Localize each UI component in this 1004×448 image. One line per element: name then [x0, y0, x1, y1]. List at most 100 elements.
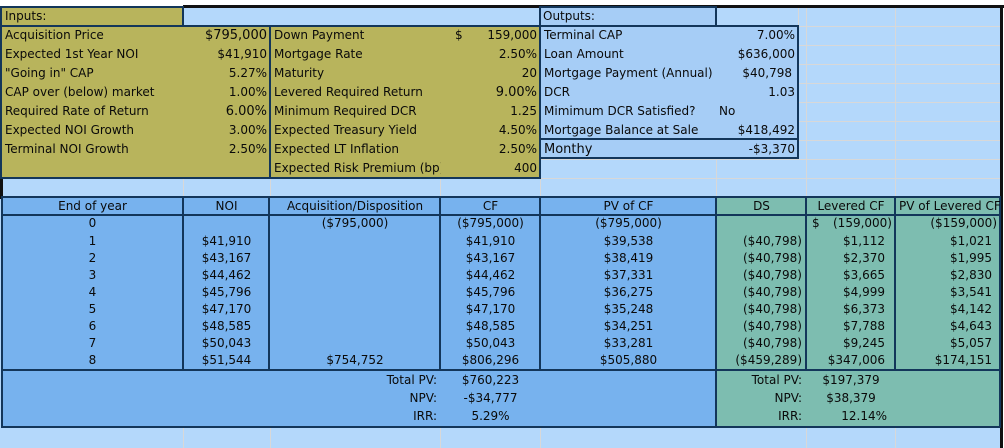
cell-year[interactable]: 4 — [88, 285, 97, 299]
cell-pvl[interactable]: $4,643 — [950, 319, 992, 333]
financing-value-min-dcr[interactable]: 1.25 — [510, 104, 537, 118]
col-header-end-of-year[interactable]: End of year — [58, 199, 127, 213]
col-header-cf[interactable]: CF — [482, 199, 499, 213]
cell-pvl[interactable]: $1,995 — [950, 251, 992, 265]
financing-label-down-payment[interactable]: Down Payment — [274, 28, 365, 42]
cell-ds[interactable]: ($40,798) — [743, 234, 802, 248]
input-label-going-in-cap[interactable]: "Going in" CAP — [5, 66, 94, 80]
cell-cf[interactable]: $45,796 — [465, 285, 516, 299]
cell-pvl[interactable]: $174,151 — [934, 353, 992, 367]
cell-ds[interactable]: ($40,798) — [743, 319, 802, 333]
col-header-noi[interactable]: NOI — [215, 199, 238, 213]
cell-pv[interactable]: $505,880 — [599, 353, 658, 367]
cell-cf[interactable]: ($795,000) — [457, 216, 524, 230]
cell-cf[interactable]: $806,296 — [461, 353, 520, 367]
output-label-loan-amount[interactable]: Loan Amount — [544, 47, 624, 61]
financing-value-treasury-yield[interactable]: 4.50% — [498, 123, 537, 137]
cell-pv[interactable]: $35,248 — [603, 302, 654, 316]
cell-pv[interactable]: $38,419 — [603, 251, 654, 265]
cell-acq[interactable] — [270, 250, 440, 267]
input-label-noi-growth[interactable]: Expected NOI Growth — [5, 123, 135, 137]
cell-lcf[interactable]: (159,000) — [833, 216, 892, 230]
output-label-terminal-cap[interactable]: Terminal CAP — [544, 28, 623, 42]
input-value-terminal-noi-growth[interactable]: 2.50% — [228, 142, 267, 156]
cell-ds[interactable]: ($40,798) — [743, 285, 802, 299]
output-value-mortgage-balance[interactable]: $418,492 — [737, 123, 795, 137]
cell-pvl[interactable]: $5,057 — [950, 336, 992, 350]
cell-ds[interactable] — [717, 215, 805, 232]
levered-irr-value[interactable]: 12.14% — [841, 409, 887, 423]
cell-pv[interactable]: ($795,000) — [595, 216, 662, 230]
input-label-first-year-noi[interactable]: Expected 1st Year NOI — [5, 47, 139, 61]
input-value-noi-growth[interactable]: 3.00% — [228, 123, 267, 137]
cell-pv[interactable]: $36,275 — [603, 285, 654, 299]
output-label-dcr[interactable]: DCR — [544, 85, 570, 99]
input-label-required-return[interactable]: Required Rate of Return — [5, 104, 149, 118]
financing-value-down-payment[interactable]: 159,000 — [487, 28, 537, 42]
cell-ds[interactable]: ($40,798) — [743, 268, 802, 282]
outputs-header[interactable]: Outputs: — [543, 9, 595, 23]
output-value-terminal-cap[interactable]: 7.00% — [756, 28, 795, 42]
cell-pvl[interactable]: $3,541 — [950, 285, 992, 299]
cell-ds[interactable]: ($40,798) — [743, 251, 802, 265]
financing-value-risk-premium[interactable]: 400 — [514, 161, 537, 175]
cell-noi[interactable]: $50,043 — [201, 336, 252, 350]
output-value-min-dcr-satisfied[interactable]: No — [719, 104, 736, 118]
input-label-cap-over-market[interactable]: CAP over (below) market — [5, 85, 155, 99]
cell-pvl[interactable]: $1,021 — [950, 234, 992, 248]
col-header-pv-of-levered-cf[interactable]: PV of Levered CF — [899, 199, 1000, 213]
input-value-required-return[interactable]: 6.00% — [225, 104, 267, 119]
cell-pvl[interactable]: ($159,000) — [930, 216, 997, 230]
unlevered-npv-value[interactable]: -$34,777 — [463, 391, 518, 405]
cell-cf[interactable]: $48,585 — [465, 319, 516, 333]
output-value-monthly[interactable]: -$3,370 — [748, 142, 795, 156]
cell-cf[interactable]: $43,167 — [465, 251, 516, 265]
cell-noi[interactable]: $43,167 — [201, 251, 252, 265]
col-header-ds[interactable]: DS — [753, 199, 770, 213]
input-value-cap-over-market[interactable]: 1.00% — [228, 85, 267, 99]
output-value-dcr[interactable]: 1.03 — [768, 85, 795, 99]
cell-lcf[interactable]: $1,112 — [843, 234, 885, 248]
levered-total-pv-value[interactable]: $197,379 — [822, 373, 880, 387]
cell-pvl[interactable]: $4,142 — [950, 302, 992, 316]
cell-cf[interactable]: $47,170 — [465, 302, 516, 316]
financing-value-lt-inflation[interactable]: 2.50% — [498, 142, 537, 156]
cell-lcf[interactable]: $9,245 — [843, 336, 885, 350]
cell-cf[interactable]: $44,462 — [465, 268, 516, 282]
financing-value-mortgage-rate[interactable]: 2.50% — [498, 47, 537, 61]
output-label-min-dcr-satisfied[interactable]: Mimimum DCR Satisfied? — [544, 104, 696, 118]
cell-year[interactable]: 2 — [88, 251, 97, 265]
cell-lcf[interactable]: $3,665 — [843, 268, 885, 282]
output-value-mortgage-payment[interactable]: $40,798 — [742, 66, 792, 80]
input-value-going-in-cap[interactable]: 5.27% — [228, 66, 267, 80]
cell-pv[interactable]: $37,331 — [603, 268, 654, 282]
cell-pv[interactable]: $34,251 — [603, 319, 654, 333]
cell-noi[interactable]: $47,170 — [201, 302, 252, 316]
financing-label-mortgage-rate[interactable]: Mortgage Rate — [274, 47, 363, 61]
col-header-acquisition-disposition[interactable]: Acquisition/Disposition — [286, 199, 424, 213]
cell-cf[interactable]: $41,910 — [465, 234, 516, 248]
cell-year[interactable]: 0 — [88, 216, 97, 230]
cell-acq[interactable] — [270, 284, 440, 301]
financing-label-lt-inflation[interactable]: Expected LT Inflation — [274, 142, 400, 156]
cell-noi[interactable]: $45,796 — [201, 285, 252, 299]
cell-cf[interactable]: $50,043 — [465, 336, 516, 350]
cell-noi[interactable]: $48,585 — [201, 319, 252, 333]
cell-pvl[interactable]: $2,830 — [950, 268, 992, 282]
col-header-levered-cf[interactable]: Levered CF — [817, 199, 885, 213]
cell-noi[interactable]: $51,544 — [201, 353, 252, 367]
cell-ds[interactable]: ($459,289) — [735, 353, 802, 367]
cell-pv[interactable]: $33,281 — [603, 336, 654, 350]
cell-acq[interactable]: $754,752 — [326, 353, 384, 367]
cell-pv[interactable]: $39,538 — [603, 234, 654, 248]
financing-label-risk-premium[interactable]: Expected Risk Premium (bp) — [274, 161, 441, 175]
cell-lcf[interactable]: $2,370 — [843, 251, 885, 265]
cell-lcf[interactable]: $347,006 — [827, 353, 885, 367]
cell-year[interactable]: 6 — [88, 319, 97, 333]
col-header-pv-of-cf[interactable]: PV of CF — [603, 199, 654, 213]
cell-year[interactable]: 5 — [88, 302, 97, 316]
financing-label-treasury-yield[interactable]: Expected Treasury Yield — [274, 123, 418, 137]
cell-acq[interactable] — [270, 318, 440, 335]
cell-ds[interactable]: ($40,798) — [743, 336, 802, 350]
cell-noi[interactable]: $41,910 — [201, 234, 252, 248]
